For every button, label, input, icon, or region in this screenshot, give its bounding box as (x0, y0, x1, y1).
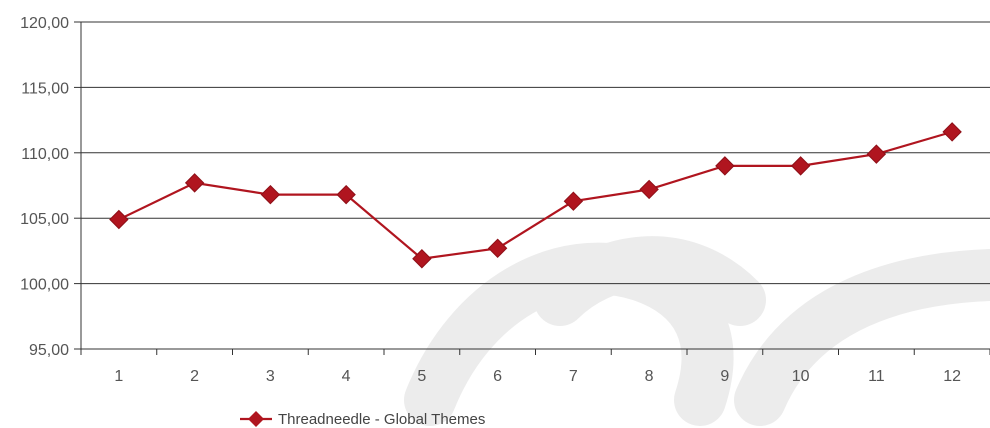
y-tick-label: 110,00 (21, 146, 69, 163)
y-tick-label: 100,00 (20, 277, 69, 294)
x-tick-label: 1 (114, 368, 123, 385)
data-point-marker (639, 179, 659, 200)
legend-marker (248, 411, 264, 427)
data-point-marker (866, 144, 887, 164)
x-tick-label: 12 (943, 368, 961, 385)
data-point-marker (412, 249, 432, 269)
x-axis: 1 2 3 4 5 6 7 8 9 10 11 12 (80, 349, 990, 385)
data-point-marker (184, 173, 205, 193)
x-tick-label: 2 (190, 368, 199, 385)
series-line (118, 130, 953, 260)
x-tick-label: 11 (868, 368, 885, 385)
data-point-marker (336, 184, 356, 205)
y-tick-label: 120,00 (20, 15, 69, 32)
data-point-marker (790, 156, 811, 176)
x-tick-label: 10 (792, 368, 810, 385)
legend: Threadneedle - Global Themes (240, 411, 485, 428)
x-tick-label: 6 (493, 368, 502, 385)
x-tick-label: 8 (645, 368, 654, 385)
y-axis: 95,00 100,00 105,00 110,00 115,00 120,00 (20, 15, 82, 359)
legend-label: Threadneedle - Global Themes (278, 411, 485, 428)
y-tick-label: 105,00 (20, 211, 69, 228)
x-tick-label: 9 (720, 368, 729, 385)
data-point-marker (487, 238, 508, 258)
watermark-logo (404, 236, 990, 426)
data-point-marker (109, 209, 129, 230)
data-point-marker (942, 122, 962, 142)
plot-series (109, 122, 962, 269)
y-tick-label: 115,00 (21, 80, 69, 97)
y-tick-label: 95,00 (29, 342, 69, 359)
x-tick-label: 4 (342, 368, 351, 385)
x-tick-label: 7 (569, 368, 578, 385)
data-point-marker (715, 156, 735, 176)
data-point-marker (260, 184, 281, 205)
x-tick-label: 3 (266, 368, 275, 385)
data-point-marker (563, 191, 584, 211)
x-tick-label: 5 (417, 368, 426, 385)
